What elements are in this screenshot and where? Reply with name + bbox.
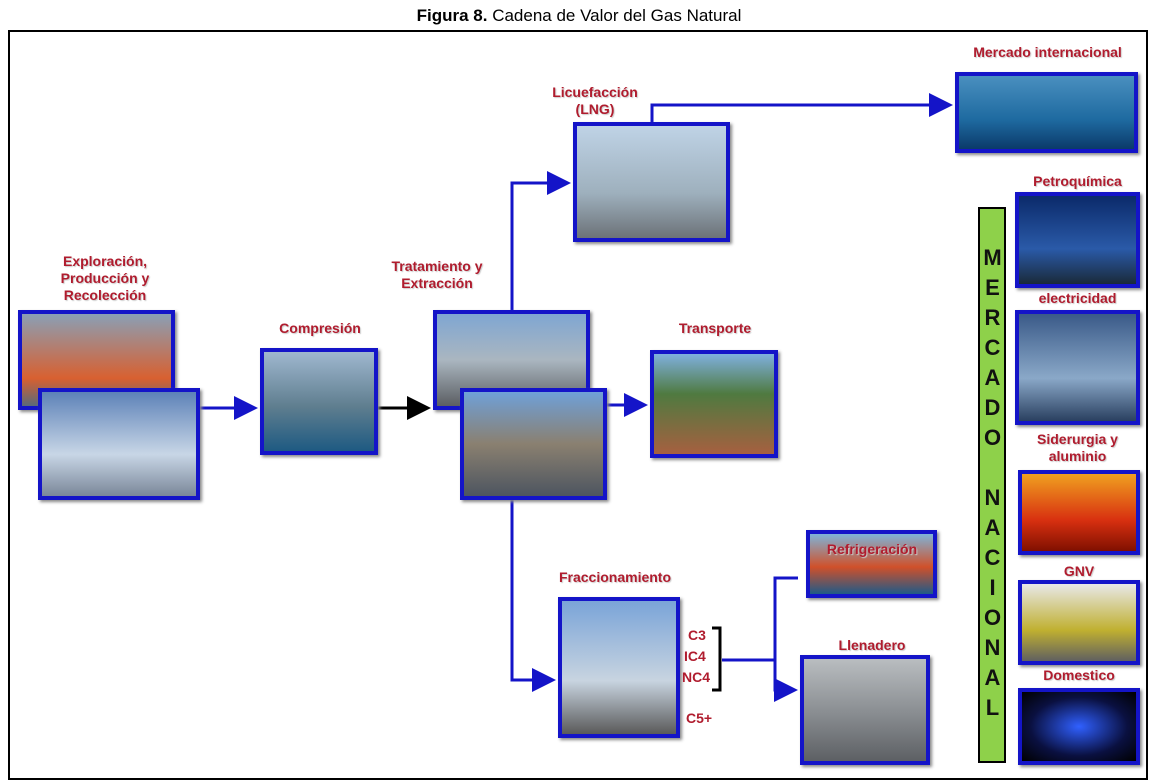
- photo: [1018, 470, 1140, 555]
- label-line: Tratamiento y: [382, 258, 492, 275]
- label-line: aluminio: [1015, 448, 1140, 465]
- photo: [1015, 310, 1140, 425]
- arrow: [512, 183, 565, 310]
- label-line: Recolección: [30, 287, 180, 304]
- label-line: Licuefacción: [540, 84, 650, 101]
- product: NC4: [682, 669, 710, 685]
- node-label: Licuefacción(LNG): [540, 84, 650, 118]
- node-label: electricidad: [1015, 290, 1140, 307]
- node-label: Fraccionamiento: [545, 569, 685, 586]
- photo: [1018, 580, 1140, 665]
- arrow: [512, 500, 550, 680]
- node-label: Llenadero: [806, 637, 938, 654]
- photo: [1015, 192, 1140, 288]
- label-line: Extracción: [382, 275, 492, 292]
- arrow: [652, 105, 947, 122]
- label-line: Transporte: [660, 320, 770, 337]
- label-line: GNV: [1018, 563, 1140, 580]
- node-label: Compresión: [260, 320, 380, 337]
- label-line: (LNG): [540, 101, 650, 118]
- bracket: [712, 628, 720, 690]
- node-label: Transporte: [660, 320, 770, 337]
- label-line: Exploración,: [30, 253, 180, 270]
- label-line: Mercado internacional: [960, 44, 1135, 61]
- photo: [955, 72, 1138, 153]
- product: C3: [688, 627, 706, 643]
- arrow: [722, 578, 798, 690]
- photo: [650, 350, 778, 458]
- label-line: Petroquímica: [1015, 173, 1140, 190]
- photo: [460, 388, 607, 500]
- product: C5+: [686, 710, 712, 726]
- node-label: Domestico: [1018, 667, 1140, 684]
- photo: [558, 597, 680, 738]
- label-line: Refrigeración: [806, 541, 938, 558]
- label-line: electricidad: [1015, 290, 1140, 307]
- label-line: Llenadero: [806, 637, 938, 654]
- photo: [38, 388, 200, 500]
- label-line: Siderurgia y: [1015, 431, 1140, 448]
- page: Figura 8. Cadena de Valor del Gas Natura…: [0, 0, 1158, 775]
- node-label: Refrigeración: [806, 541, 938, 558]
- label-line: Compresión: [260, 320, 380, 337]
- label-line: Producción y: [30, 270, 180, 287]
- photo: [800, 655, 930, 765]
- mercado-nacional: MERCADO NACIONAL: [978, 207, 1006, 763]
- node-label: Mercado internacional: [960, 44, 1135, 61]
- photo: [573, 122, 730, 242]
- product: IC4: [684, 648, 706, 664]
- photo: [260, 348, 378, 455]
- node-label: GNV: [1018, 563, 1140, 580]
- node-label: Petroquímica: [1015, 173, 1140, 190]
- label-line: Fraccionamiento: [545, 569, 685, 586]
- label-line: Domestico: [1018, 667, 1140, 684]
- photo: [1018, 688, 1140, 765]
